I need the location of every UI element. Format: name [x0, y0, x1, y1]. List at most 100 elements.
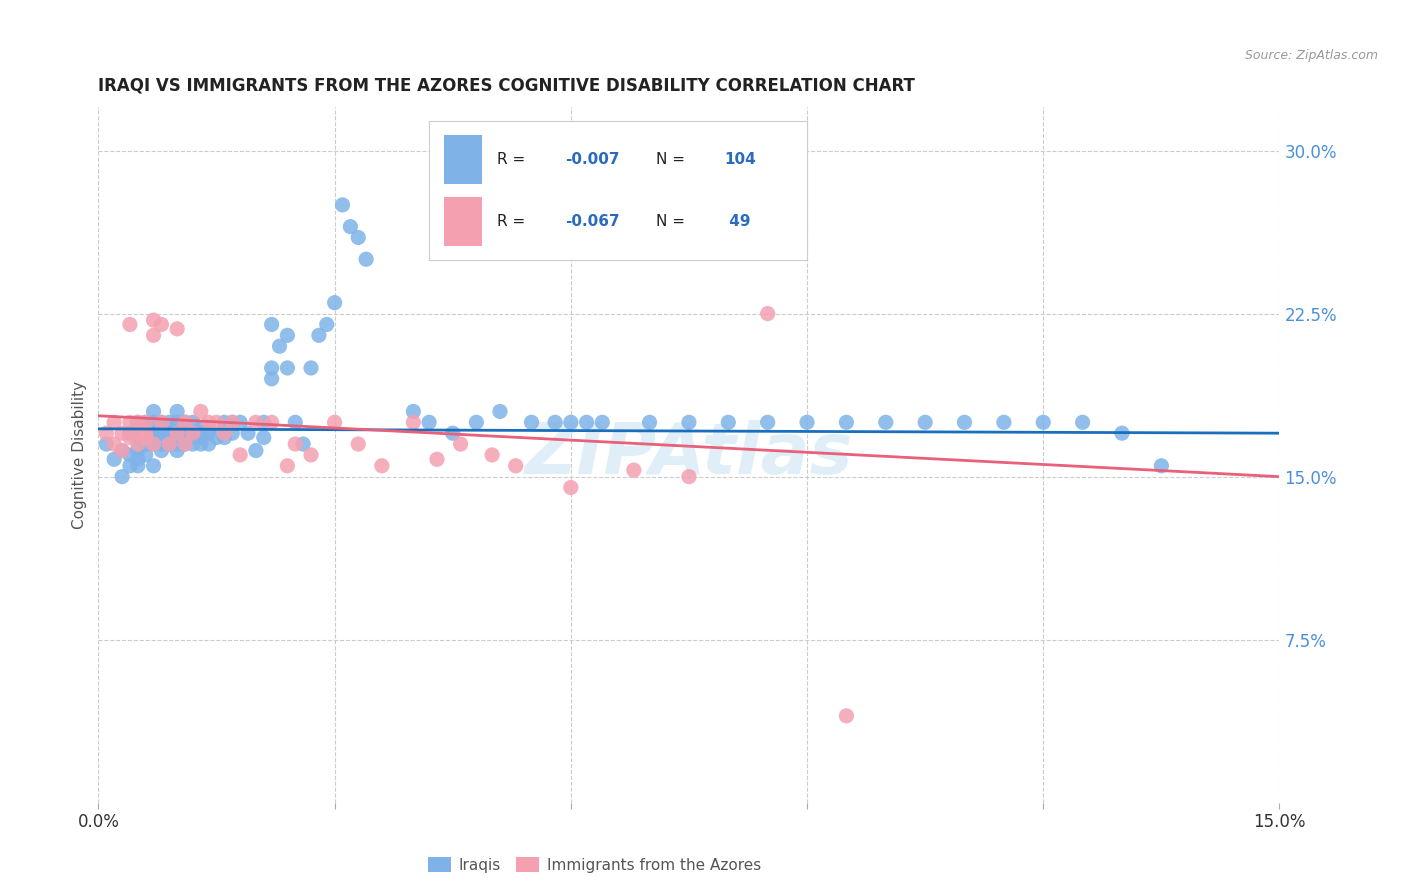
Point	[441, 426, 464, 441]
Point	[214, 430, 236, 444]
Point	[308, 328, 330, 343]
Point	[127, 426, 149, 441]
Point	[323, 415, 346, 429]
Point	[181, 426, 204, 441]
Point	[150, 443, 173, 458]
Point	[150, 422, 173, 436]
Point	[450, 437, 472, 451]
Point	[174, 415, 197, 429]
Point	[142, 426, 165, 441]
Point	[135, 426, 157, 441]
Point	[111, 426, 134, 441]
Point	[214, 422, 236, 436]
Point	[142, 328, 165, 343]
Point	[505, 458, 527, 473]
Point	[127, 437, 149, 451]
Point	[135, 426, 157, 441]
Point	[142, 458, 165, 473]
Point	[166, 430, 188, 444]
Point	[253, 430, 276, 444]
Legend: Iraqis, Immigrants from the Azores: Iraqis, Immigrants from the Azores	[422, 850, 768, 879]
Point	[190, 404, 212, 418]
Point	[174, 415, 197, 429]
Point	[717, 415, 740, 429]
Point	[315, 318, 337, 332]
Point	[197, 437, 219, 451]
Point	[150, 415, 173, 429]
Point	[835, 708, 858, 723]
Point	[135, 415, 157, 429]
Point	[150, 318, 173, 332]
Point	[260, 415, 283, 429]
Point	[253, 415, 276, 429]
Point	[190, 437, 212, 451]
Point	[623, 463, 645, 477]
Point	[489, 404, 512, 418]
Point	[96, 437, 118, 451]
Point	[481, 448, 503, 462]
Point	[299, 448, 322, 462]
Point	[205, 430, 228, 444]
Point	[418, 415, 440, 429]
Point	[142, 404, 165, 418]
Point	[1111, 426, 1133, 441]
Point	[875, 415, 897, 429]
Point	[127, 415, 149, 429]
Point	[142, 430, 165, 444]
Point	[402, 404, 425, 418]
Point	[127, 452, 149, 467]
Text: IRAQI VS IMMIGRANTS FROM THE AZORES COGNITIVE DISABILITY CORRELATION CHART: IRAQI VS IMMIGRANTS FROM THE AZORES COGN…	[98, 77, 915, 95]
Point	[111, 443, 134, 458]
Point	[127, 458, 149, 473]
Point	[953, 415, 976, 429]
Point	[276, 360, 298, 375]
Point	[1032, 415, 1054, 429]
Point	[1071, 415, 1094, 429]
Text: Source: ZipAtlas.com: Source: ZipAtlas.com	[1244, 49, 1378, 62]
Point	[347, 230, 370, 244]
Point	[142, 415, 165, 429]
Point	[166, 322, 188, 336]
Point	[197, 426, 219, 441]
Point	[221, 426, 243, 441]
Point	[323, 295, 346, 310]
Point	[426, 452, 449, 467]
Point	[190, 426, 212, 441]
Point	[371, 458, 394, 473]
Point	[354, 252, 377, 267]
Point	[174, 422, 197, 436]
Point	[111, 443, 134, 458]
Point	[135, 437, 157, 451]
Point	[756, 415, 779, 429]
Point	[678, 469, 700, 483]
Point	[150, 437, 173, 451]
Point	[127, 430, 149, 444]
Point	[678, 415, 700, 429]
Point	[284, 437, 307, 451]
Point	[591, 415, 613, 429]
Point	[638, 415, 661, 429]
Point	[103, 437, 125, 451]
Point	[166, 404, 188, 418]
Point	[520, 415, 543, 429]
Point	[229, 415, 252, 429]
Point	[260, 318, 283, 332]
Point	[103, 415, 125, 429]
Point	[118, 448, 141, 462]
Text: ZIPAtlas: ZIPAtlas	[524, 420, 853, 490]
Point	[197, 422, 219, 436]
Point	[118, 426, 141, 441]
Point	[135, 430, 157, 444]
Point	[111, 469, 134, 483]
Point	[236, 426, 259, 441]
Point	[214, 426, 236, 441]
Point	[174, 437, 197, 451]
Point	[181, 415, 204, 429]
Point	[118, 318, 141, 332]
Point	[402, 415, 425, 429]
Point	[190, 430, 212, 444]
Point	[796, 415, 818, 429]
Point	[127, 443, 149, 458]
Point	[142, 313, 165, 327]
Point	[245, 443, 267, 458]
